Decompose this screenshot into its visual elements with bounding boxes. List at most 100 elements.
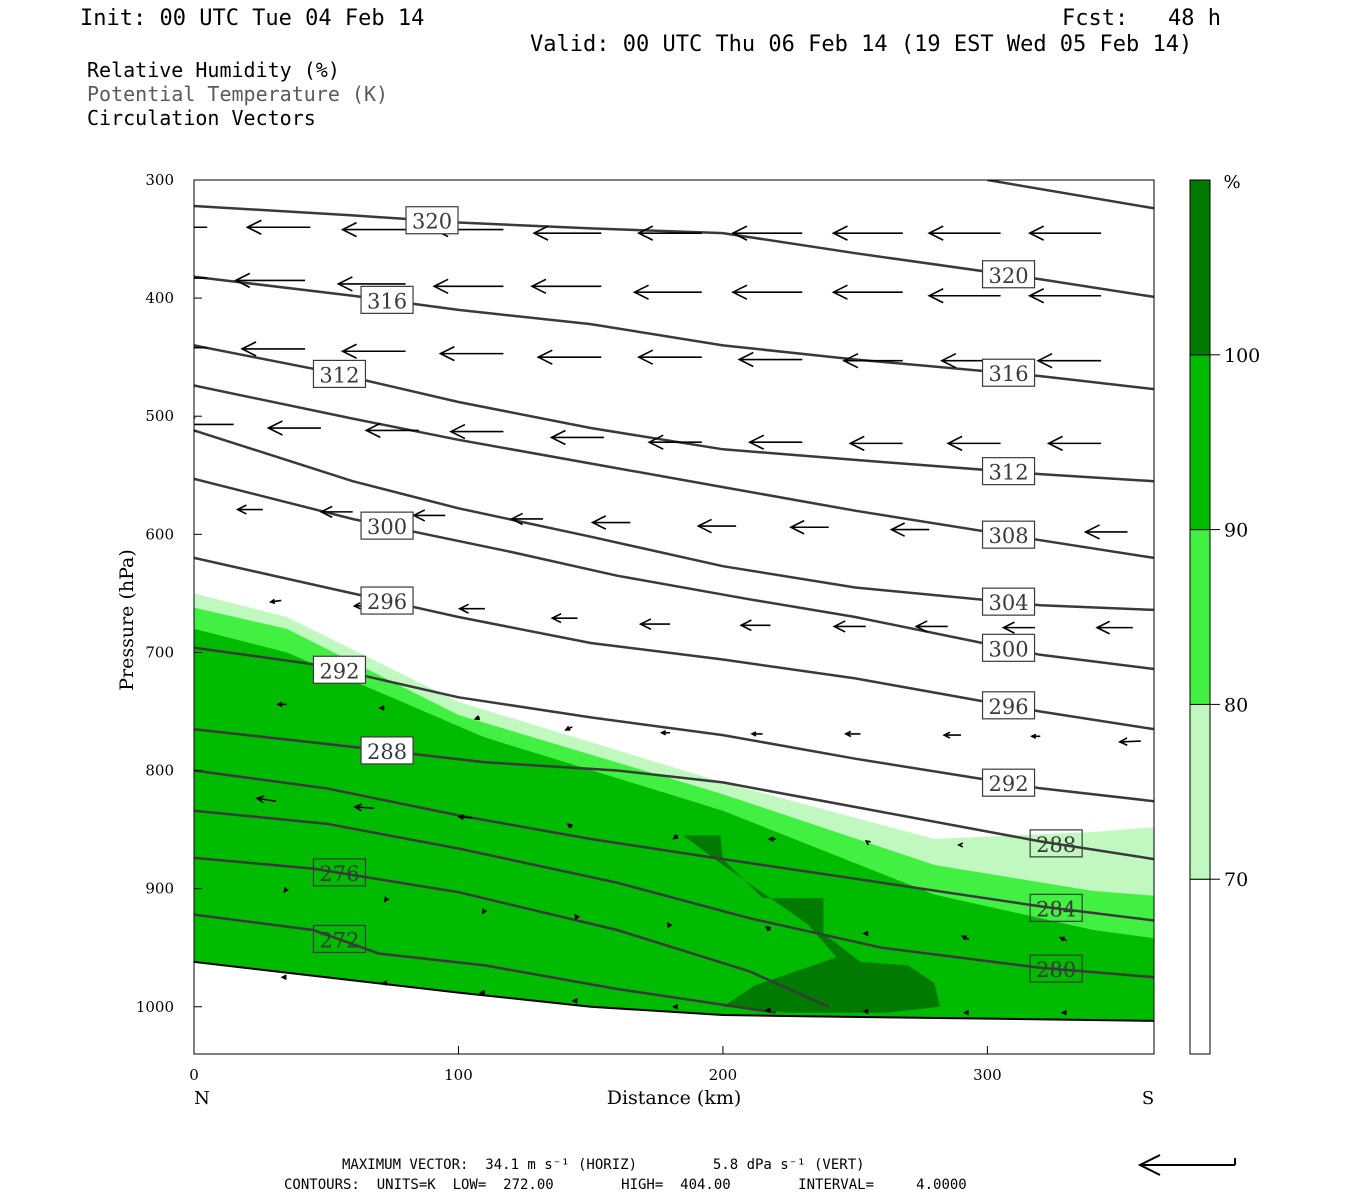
contour-label-272: 272 (319, 928, 359, 952)
contour-label-312: 312 (319, 363, 359, 387)
y-axis-title: Pressure (hPa) (116, 549, 138, 691)
circulation-vector (750, 731, 763, 737)
rh-band-90 (194, 628, 1154, 1054)
circulation-vector (864, 840, 871, 846)
circulation-vector (671, 1004, 679, 1010)
circulation-vector (509, 512, 544, 526)
circulation-vector (764, 1007, 771, 1014)
circulation-vector (381, 980, 388, 986)
theta-contour-324 (987, 180, 1154, 210)
circulation-vector (1083, 524, 1128, 540)
circulation-vector (353, 803, 374, 812)
circulation-vector (927, 225, 1001, 241)
contour-label-296: 296 (988, 695, 1028, 719)
contour-label-box (981, 260, 1036, 289)
contour-label-320: 320 (988, 264, 1028, 288)
y-tick-label: 900 (145, 880, 174, 898)
circulation-vector (481, 908, 488, 915)
contour-label-box (1029, 829, 1083, 858)
circulation-vector (842, 352, 903, 369)
circulation-vector (914, 620, 948, 633)
contours-note: CONTOURS: UNITS=K LOW= 272.00 HIGH= 404.… (284, 1177, 967, 1193)
contour-label-288: 288 (367, 740, 407, 764)
colorbar-level-label: 80 (1224, 694, 1248, 716)
colorbar-box (1189, 529, 1211, 705)
circulation-vector (240, 341, 306, 357)
contour-label-320: 320 (412, 210, 452, 234)
contour-label-280: 280 (1036, 958, 1076, 982)
circulation-vector (789, 519, 829, 535)
circulation-vector (636, 349, 702, 365)
circulation-vector (383, 896, 390, 903)
circulation-vector (764, 925, 771, 932)
contour-label-box (312, 655, 367, 684)
circulation-vector (364, 422, 419, 439)
circulation-vector (574, 913, 580, 920)
contour-label-box (981, 633, 1036, 662)
circulation-vector (411, 509, 446, 522)
circulation-vector (280, 974, 287, 980)
circulation-vector (340, 221, 406, 238)
contour-label-box (981, 520, 1036, 549)
circulation-vector (530, 278, 602, 295)
plot-frame (193, 179, 1155, 1055)
reference-vector-arrow (1137, 1154, 1236, 1176)
circulation-vector (336, 276, 406, 292)
circulation-vector (659, 730, 671, 736)
circulation-vector (340, 343, 406, 359)
circulation-vector (696, 518, 737, 534)
y-tick-label: 700 (145, 643, 174, 661)
circulation-vector (571, 998, 578, 1004)
y-tick-label: 1000 (136, 998, 174, 1016)
circulation-vector (831, 225, 903, 241)
circulation-vector (862, 930, 869, 937)
circulation-vector (235, 504, 263, 515)
colorbar-level-label: 100 (1224, 345, 1260, 367)
circulation-vector (266, 420, 321, 436)
circulation-vector (1046, 435, 1102, 452)
terrain-line (194, 960, 1154, 1022)
circulation-vector (1030, 733, 1041, 740)
circulation-vector (276, 701, 287, 708)
contour-label-304: 304 (988, 591, 1028, 615)
contour-label-box (360, 586, 414, 615)
colorbar-box (1189, 354, 1211, 531)
circulation-vector (1117, 737, 1141, 747)
contour-label-box (981, 768, 1036, 797)
circulation-vector (767, 836, 776, 842)
x-tick-label: 300 (973, 1066, 1002, 1084)
theta-contour-280 (194, 809, 1154, 979)
y-tick-label: 400 (145, 289, 174, 307)
circulation-vector (747, 434, 803, 450)
circulation-vector (269, 598, 282, 605)
contour-label-308: 308 (988, 524, 1028, 548)
circulation-vector (666, 921, 673, 928)
contour-label-box (405, 206, 459, 235)
contour-label-box (312, 359, 367, 389)
x-end-label-north: N (194, 1088, 210, 1109)
circulation-vector (478, 989, 486, 996)
valid-time-label: Valid: 00 UTC Thu 06 Feb 14 (19 EST Wed … (530, 32, 1193, 57)
circulation-vector (638, 618, 671, 630)
colorbar-box (1189, 703, 1211, 880)
circulation-vector (739, 619, 771, 632)
circulation-vector (889, 522, 930, 537)
circulation-vector (319, 505, 353, 519)
circulation-vector (549, 429, 604, 446)
circulation-vector (1027, 288, 1102, 304)
circulation-vector (831, 284, 903, 300)
circulation-vector (647, 434, 702, 450)
contour-label-300: 300 (367, 515, 407, 539)
contour-label-284: 284 (1036, 897, 1076, 921)
contour-label-box (312, 858, 367, 887)
contour-label-box (360, 285, 414, 314)
contour-label-box (981, 358, 1036, 387)
circulation-vector (564, 725, 573, 731)
contour-label-box (312, 924, 367, 954)
contour-label-box (1029, 954, 1083, 983)
circulation-vector (438, 345, 504, 362)
field-label-vectors: Circulation Vectors (87, 106, 316, 130)
circulation-vector (378, 705, 385, 711)
circulation-vector (536, 349, 602, 365)
